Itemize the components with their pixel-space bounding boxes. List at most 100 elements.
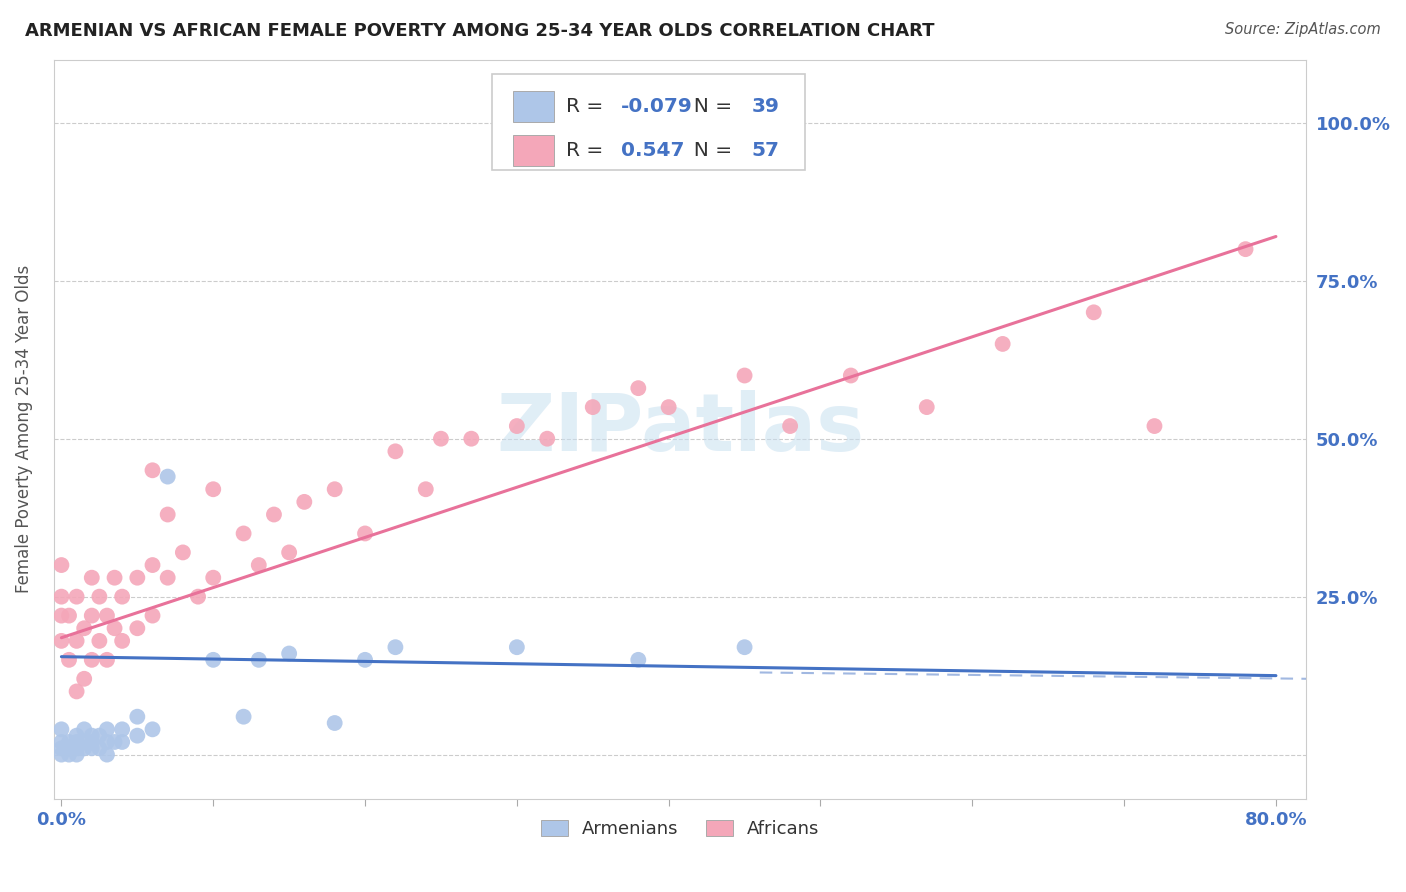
Point bbox=[103, 571, 125, 585]
Point bbox=[96, 653, 118, 667]
Point bbox=[384, 640, 406, 655]
Point bbox=[384, 444, 406, 458]
Legend: Armenians, Africans: Armenians, Africans bbox=[533, 813, 827, 846]
Point bbox=[460, 432, 482, 446]
Point bbox=[141, 463, 163, 477]
Point bbox=[141, 558, 163, 572]
Text: Source: ZipAtlas.com: Source: ZipAtlas.com bbox=[1225, 22, 1381, 37]
Point bbox=[73, 672, 96, 686]
Point bbox=[80, 608, 103, 623]
Point bbox=[89, 729, 111, 743]
Point bbox=[89, 633, 111, 648]
Text: R =: R = bbox=[567, 141, 616, 160]
Point bbox=[141, 723, 163, 737]
Text: ARMENIAN VS AFRICAN FEMALE POVERTY AMONG 25-34 YEAR OLDS CORRELATION CHART: ARMENIAN VS AFRICAN FEMALE POVERTY AMONG… bbox=[25, 22, 935, 40]
Point bbox=[734, 640, 756, 655]
Point bbox=[103, 621, 125, 635]
Point bbox=[111, 735, 134, 749]
Point bbox=[58, 653, 80, 667]
FancyBboxPatch shape bbox=[513, 91, 554, 121]
Point bbox=[73, 621, 96, 635]
Point bbox=[89, 590, 111, 604]
Point bbox=[1083, 305, 1105, 319]
Point bbox=[839, 368, 862, 383]
Text: 0.547: 0.547 bbox=[621, 141, 685, 160]
Point bbox=[323, 716, 346, 731]
Point bbox=[278, 647, 301, 661]
Point bbox=[80, 735, 103, 749]
Point bbox=[354, 526, 377, 541]
FancyBboxPatch shape bbox=[513, 135, 554, 166]
Point bbox=[156, 571, 179, 585]
Point bbox=[51, 723, 73, 737]
Point bbox=[354, 653, 377, 667]
Text: N =: N = bbox=[682, 96, 738, 116]
Text: R =: R = bbox=[567, 96, 610, 116]
Point bbox=[232, 709, 254, 723]
Point bbox=[51, 735, 73, 749]
Text: -0.079: -0.079 bbox=[621, 96, 693, 116]
Point bbox=[915, 400, 938, 414]
Point bbox=[65, 729, 87, 743]
Point bbox=[127, 621, 149, 635]
Point bbox=[187, 590, 209, 604]
Point bbox=[430, 432, 453, 446]
Point bbox=[51, 741, 73, 756]
Point bbox=[96, 608, 118, 623]
Point bbox=[127, 571, 149, 585]
Point bbox=[247, 653, 270, 667]
Point bbox=[202, 482, 225, 496]
Point bbox=[58, 747, 80, 762]
Point bbox=[51, 633, 73, 648]
Point bbox=[127, 729, 149, 743]
Point bbox=[991, 337, 1014, 351]
Point bbox=[111, 633, 134, 648]
Point bbox=[536, 432, 558, 446]
Point bbox=[734, 368, 756, 383]
Point bbox=[292, 495, 315, 509]
Point bbox=[73, 723, 96, 737]
Point bbox=[96, 735, 118, 749]
Point bbox=[65, 633, 87, 648]
Point bbox=[51, 608, 73, 623]
Point bbox=[582, 400, 605, 414]
Point bbox=[627, 653, 650, 667]
Point bbox=[1234, 242, 1257, 256]
Point bbox=[73, 735, 96, 749]
Point bbox=[80, 571, 103, 585]
Point bbox=[247, 558, 270, 572]
Point bbox=[96, 723, 118, 737]
Point bbox=[627, 381, 650, 395]
Point bbox=[415, 482, 437, 496]
Point bbox=[65, 747, 87, 762]
Point bbox=[202, 653, 225, 667]
Point bbox=[96, 747, 118, 762]
Point bbox=[658, 400, 681, 414]
Point bbox=[156, 469, 179, 483]
Point bbox=[58, 608, 80, 623]
Text: 57: 57 bbox=[751, 141, 779, 160]
Point bbox=[172, 545, 194, 559]
Point bbox=[111, 590, 134, 604]
Point bbox=[323, 482, 346, 496]
Point bbox=[80, 653, 103, 667]
Point bbox=[232, 526, 254, 541]
Point bbox=[65, 735, 87, 749]
Point bbox=[80, 729, 103, 743]
Point bbox=[51, 747, 73, 762]
Y-axis label: Female Poverty Among 25-34 Year Olds: Female Poverty Among 25-34 Year Olds bbox=[15, 265, 32, 593]
Point bbox=[263, 508, 285, 522]
Point bbox=[51, 590, 73, 604]
Point bbox=[89, 741, 111, 756]
FancyBboxPatch shape bbox=[492, 74, 806, 170]
Point bbox=[51, 558, 73, 572]
Text: ZIPatlas: ZIPatlas bbox=[496, 390, 865, 468]
Point bbox=[65, 590, 87, 604]
Point bbox=[65, 741, 87, 756]
Point bbox=[111, 723, 134, 737]
Point bbox=[202, 571, 225, 585]
Point bbox=[506, 419, 529, 434]
Text: 39: 39 bbox=[751, 96, 779, 116]
Point bbox=[58, 741, 80, 756]
Point bbox=[1143, 419, 1166, 434]
